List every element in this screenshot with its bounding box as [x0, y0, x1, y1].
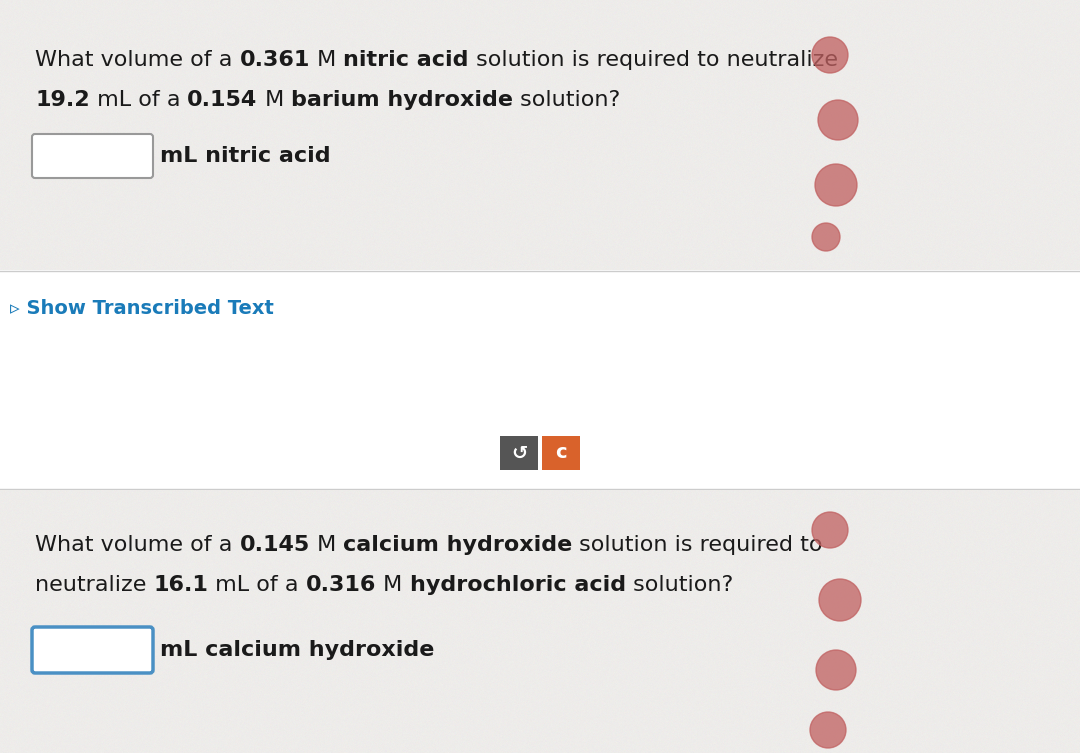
Text: solution is required to neutralize: solution is required to neutralize — [469, 50, 838, 70]
FancyBboxPatch shape — [32, 627, 153, 673]
Text: M: M — [310, 50, 343, 70]
Text: What volume of a: What volume of a — [35, 50, 240, 70]
Text: M: M — [376, 575, 409, 595]
Circle shape — [815, 164, 858, 206]
Text: barium hydroxide: barium hydroxide — [291, 90, 513, 110]
Text: nitric acid: nitric acid — [343, 50, 469, 70]
Text: 0.145: 0.145 — [240, 535, 310, 555]
Circle shape — [812, 223, 840, 251]
Circle shape — [816, 650, 856, 690]
FancyBboxPatch shape — [500, 436, 538, 470]
Text: mL of a: mL of a — [90, 90, 187, 110]
Text: 0.154: 0.154 — [187, 90, 257, 110]
Text: 16.1: 16.1 — [153, 575, 208, 595]
Text: What volume of a: What volume of a — [35, 535, 240, 555]
Text: mL nitric acid: mL nitric acid — [160, 146, 330, 166]
Text: neutralize: neutralize — [35, 575, 153, 595]
Text: solution is required to: solution is required to — [572, 535, 823, 555]
FancyBboxPatch shape — [32, 134, 153, 178]
Circle shape — [818, 100, 858, 140]
Text: 19.2: 19.2 — [35, 90, 90, 110]
Text: hydrochloric acid: hydrochloric acid — [409, 575, 626, 595]
Text: calcium hydroxide: calcium hydroxide — [343, 535, 572, 555]
Text: ↺: ↺ — [511, 444, 527, 462]
Text: M: M — [310, 535, 343, 555]
Text: ▹ Show Transcribed Text: ▹ Show Transcribed Text — [10, 298, 274, 318]
Text: mL calcium hydroxide: mL calcium hydroxide — [160, 640, 434, 660]
Text: solution?: solution? — [513, 90, 620, 110]
Circle shape — [819, 579, 861, 621]
Text: M: M — [257, 90, 291, 110]
Text: c: c — [555, 444, 567, 462]
Circle shape — [810, 712, 846, 748]
FancyBboxPatch shape — [542, 436, 580, 470]
Text: solution?: solution? — [626, 575, 733, 595]
Text: 0.316: 0.316 — [306, 575, 376, 595]
Circle shape — [812, 512, 848, 548]
Circle shape — [812, 37, 848, 73]
Text: 0.361: 0.361 — [240, 50, 310, 70]
Text: mL of a: mL of a — [208, 575, 306, 595]
